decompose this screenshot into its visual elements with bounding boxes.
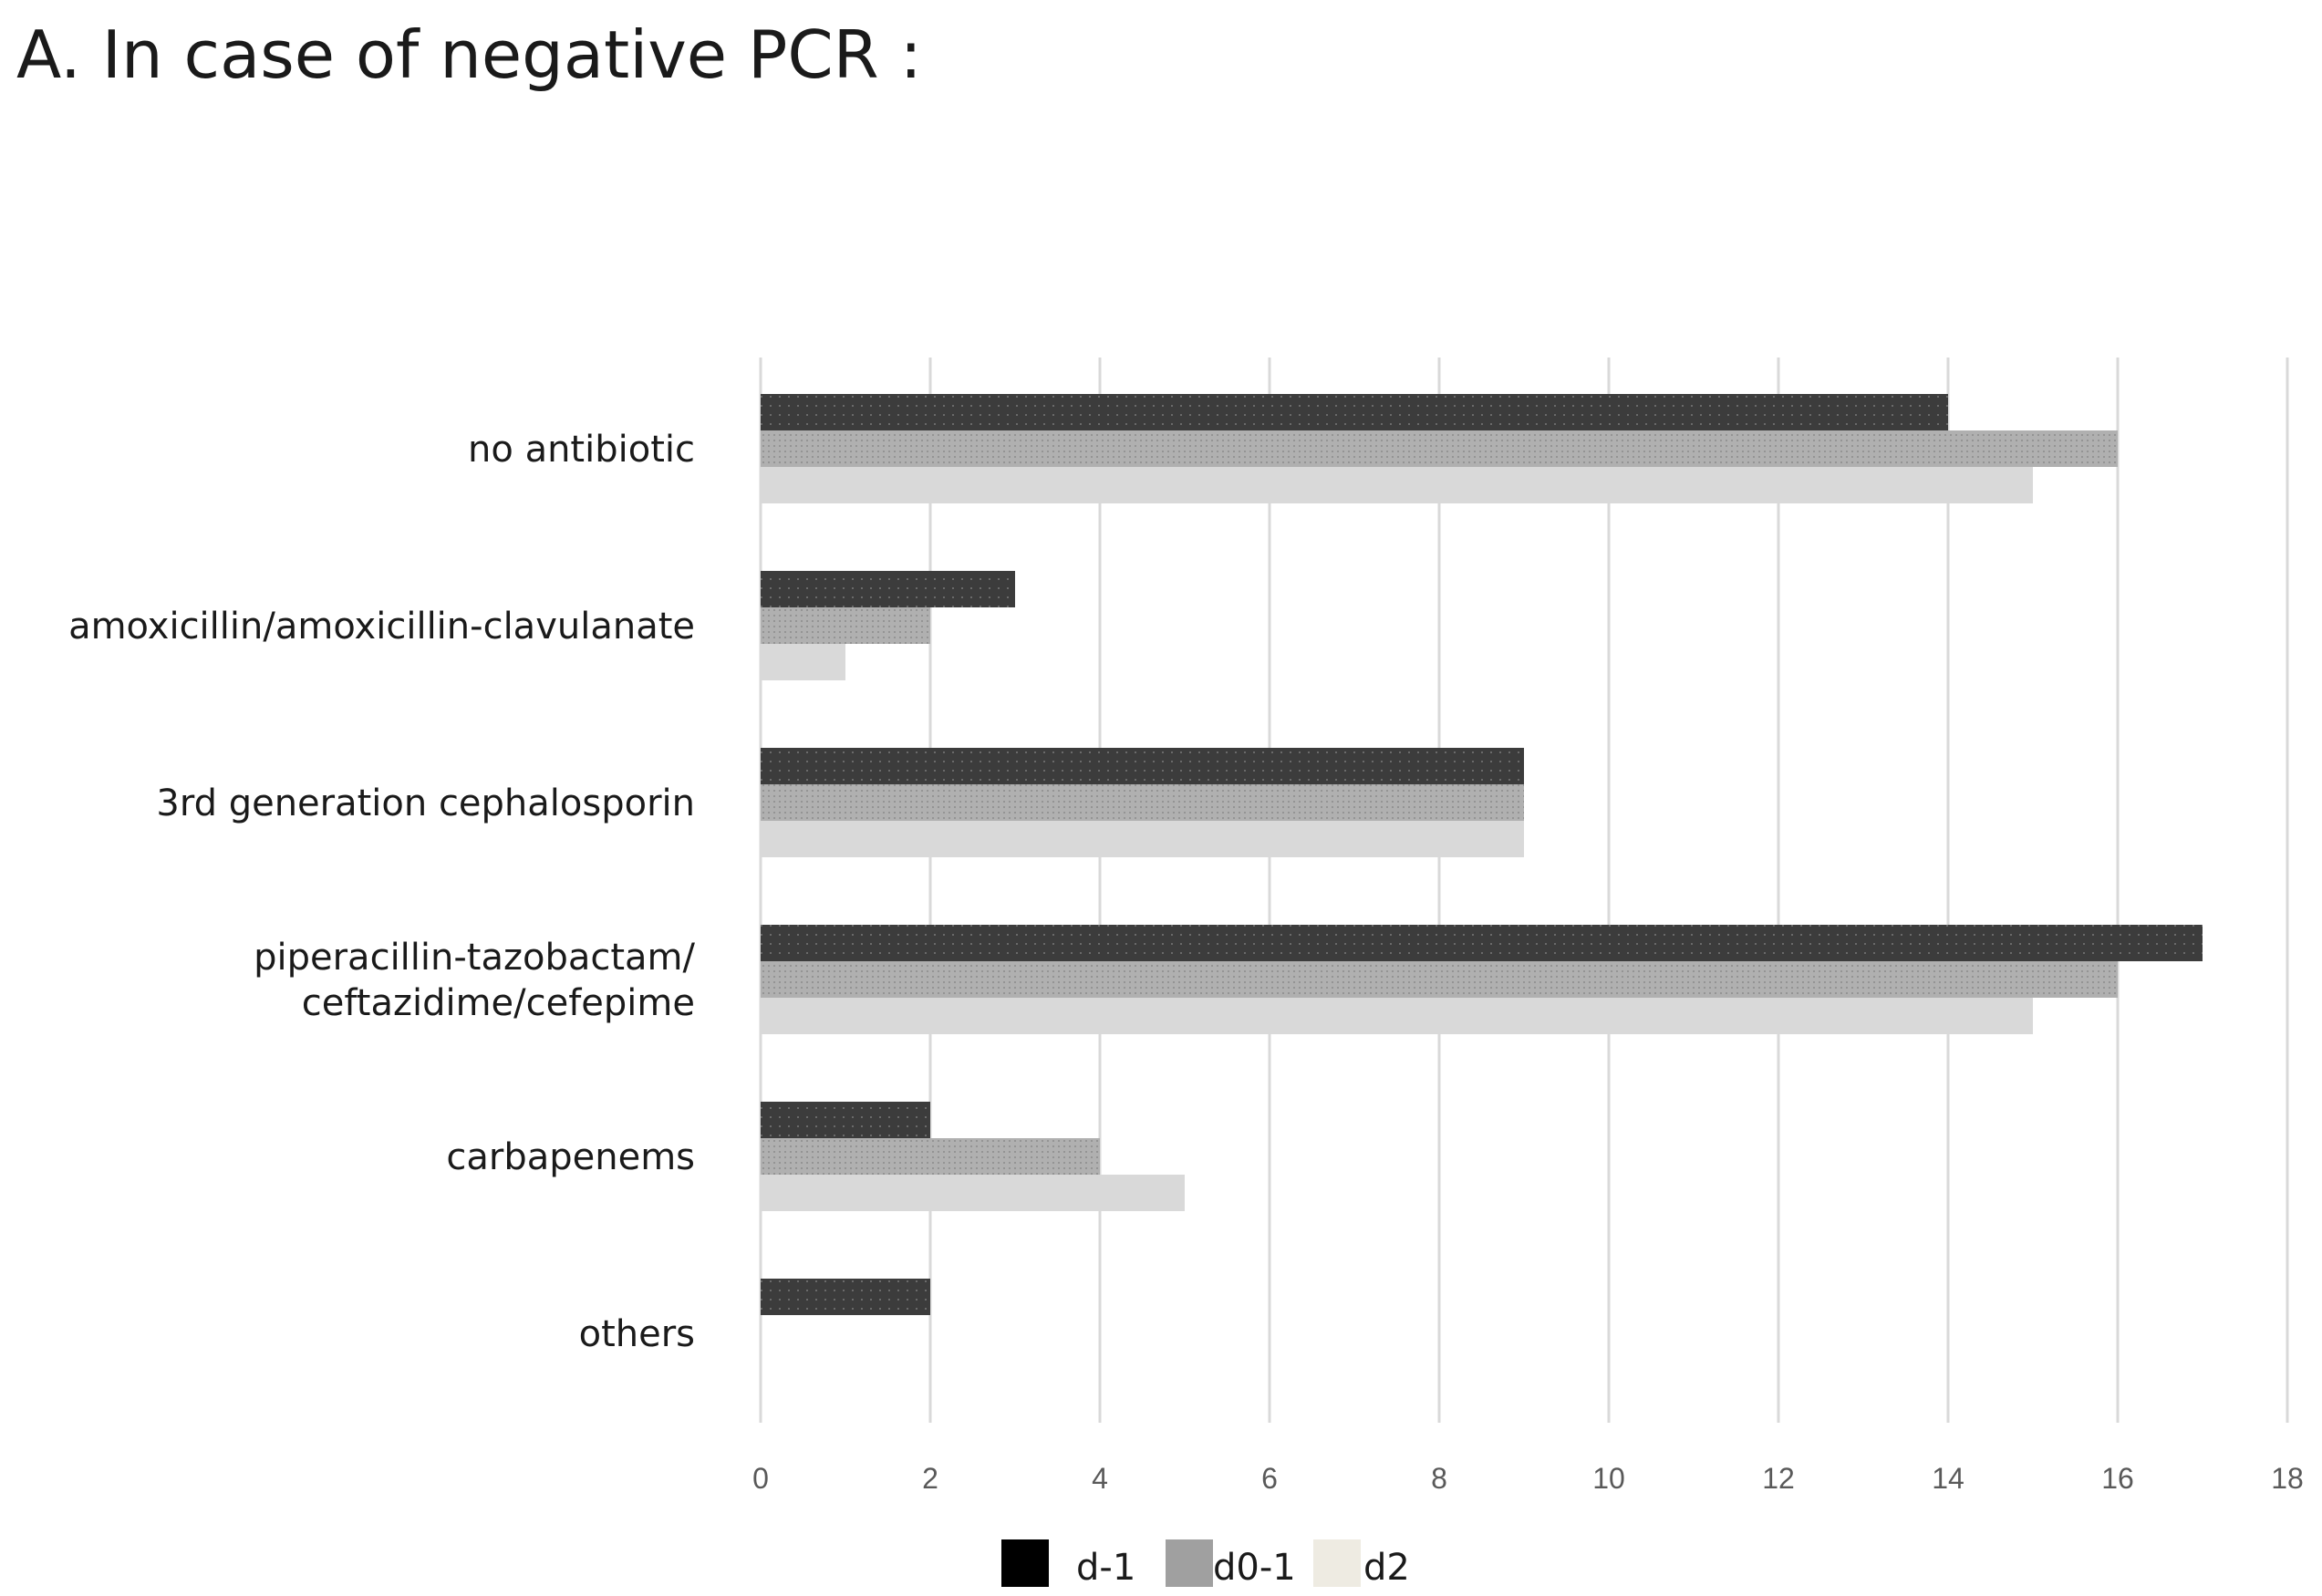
category-label: ceftazidime/cefepime <box>302 982 695 1024</box>
bar-d0-1-0 <box>761 430 2118 467</box>
x-tick-label: 8 <box>1431 1462 1447 1495</box>
bar-d0-1-3 <box>761 961 2118 998</box>
legend-label-d0-1: d0-1 <box>1213 1547 1296 1589</box>
bar-d-1-0 <box>761 394 1948 430</box>
x-tick-label: 4 <box>1092 1462 1108 1495</box>
legend-swatch-d0-1 <box>1166 1539 1213 1587</box>
bar-d-1-4 <box>761 1102 930 1138</box>
gridlines <box>759 358 2289 1423</box>
bar-d2-0 <box>761 467 2033 503</box>
legend-label-d2: d2 <box>1363 1547 1410 1589</box>
x-axis-ticks: 0 2 4 6 8 10 12 14 16 18 <box>752 1462 2304 1495</box>
bar-d-1-2 <box>761 748 1524 784</box>
bar-d2-3 <box>761 998 2033 1034</box>
category-label: others <box>579 1313 695 1355</box>
bar-d-1-3 <box>761 925 2203 961</box>
bars <box>761 394 2203 1315</box>
bar-d0-1-4 <box>761 1138 1100 1175</box>
x-tick-label: 14 <box>1932 1462 1964 1495</box>
x-tick-label: 10 <box>1592 1462 1625 1495</box>
x-tick-label: 18 <box>2271 1462 2304 1495</box>
category-label: carbapenems <box>446 1136 695 1178</box>
bar-d2-1 <box>761 644 845 680</box>
bar-d0-1-1 <box>761 607 930 644</box>
legend-swatch-d2 <box>1313 1539 1361 1587</box>
category-label: 3rd generation cephalosporin <box>156 782 695 824</box>
bar-d0-1-2 <box>761 784 1524 821</box>
x-tick-label: 0 <box>752 1462 769 1495</box>
chart-title: A. In case of negative PCR : <box>16 16 922 93</box>
x-tick-label: 16 <box>2101 1462 2134 1495</box>
category-label: amoxicillin/amoxicillin-clavulanate <box>68 606 695 648</box>
legend-label-d-1: d-1 <box>1076 1547 1135 1589</box>
category-label: no antibiotic <box>468 429 695 471</box>
legend-swatch-d-1 <box>1001 1539 1049 1587</box>
bar-d2-2 <box>761 821 1524 857</box>
x-tick-label: 12 <box>1762 1462 1795 1495</box>
category-labels: no antibiotic amoxicillin/amoxicillin-cla… <box>68 429 695 1355</box>
bar-d-1-5 <box>761 1279 930 1315</box>
x-tick-label: 2 <box>922 1462 938 1495</box>
bar-d-1-1 <box>761 571 1015 607</box>
legend: d-1 d0-1 d2 <box>1001 1539 1410 1589</box>
x-tick-label: 6 <box>1261 1462 1278 1495</box>
bar-d2-4 <box>761 1175 1185 1211</box>
category-label: piperacillin-tazobactam/ <box>254 937 695 979</box>
